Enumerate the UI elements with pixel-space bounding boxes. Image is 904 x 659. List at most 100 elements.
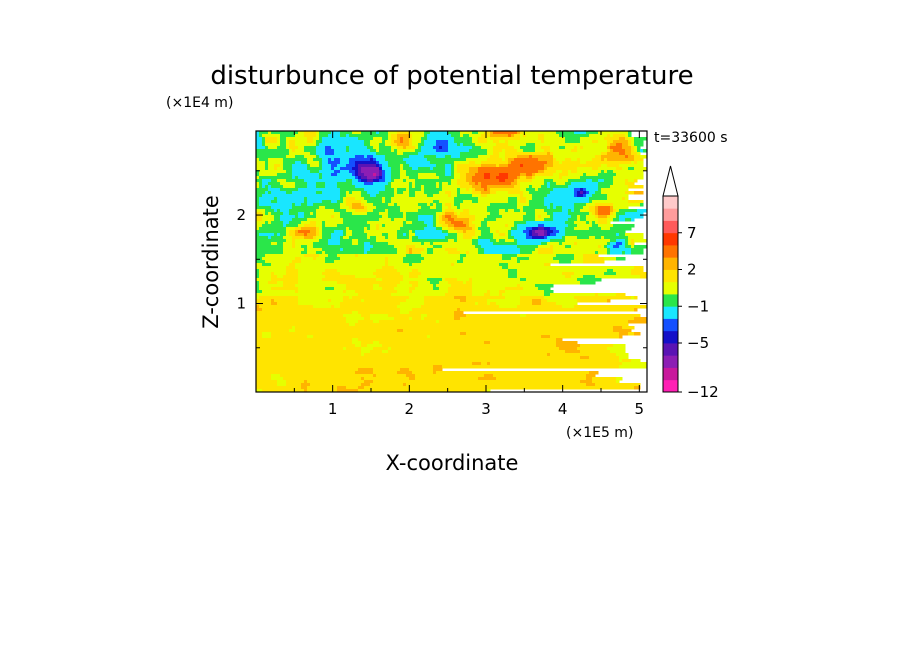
heatmap-cell	[457, 212, 461, 216]
heatmap-cell	[586, 173, 599, 177]
heatmap-cell	[361, 347, 374, 351]
heatmap-cell	[316, 257, 326, 261]
heatmap-cell	[520, 260, 560, 264]
heatmap-cell	[442, 182, 449, 186]
heatmap-cell	[634, 386, 641, 390]
heatmap-cell	[262, 290, 296, 294]
heatmap-cell	[448, 206, 452, 210]
heatmap-cell	[619, 152, 626, 156]
heatmap-cell	[562, 161, 581, 165]
heatmap-cell	[517, 254, 557, 258]
heatmap-cell	[379, 170, 383, 174]
heatmap-cell	[364, 155, 368, 159]
heatmap-cell	[583, 257, 605, 261]
heatmap-cell	[415, 233, 449, 237]
heatmap-cell	[259, 269, 287, 273]
heatmap-cell	[580, 215, 587, 219]
heatmap-cell	[304, 149, 317, 153]
heatmap-cell	[298, 230, 311, 234]
heatmap-cell	[445, 164, 452, 168]
heatmap-cell	[637, 161, 644, 165]
heatmap-cell	[469, 161, 476, 165]
heatmap-cell	[361, 170, 380, 174]
heatmap-cell	[544, 224, 569, 228]
heatmap-cell	[334, 305, 341, 309]
heatmap-cell	[409, 233, 416, 237]
heatmap-cell	[433, 203, 437, 207]
colorbar-tick-label: −12	[687, 383, 719, 401]
heatmap-cell	[553, 245, 566, 249]
heatmap-cell	[457, 236, 464, 240]
heatmap-cell	[436, 164, 446, 168]
heatmap-cell	[634, 308, 638, 312]
heatmap-cell	[256, 242, 272, 246]
heatmap-cell	[397, 284, 413, 288]
heatmap-cell	[328, 239, 341, 243]
heatmap-cell	[535, 146, 542, 150]
heatmap-cell	[448, 149, 470, 153]
heatmap-cell	[259, 203, 293, 207]
heatmap-cell	[607, 146, 611, 150]
heatmap-cell	[538, 188, 554, 192]
heatmap-cell	[328, 242, 341, 246]
heatmap-cell	[553, 161, 560, 165]
heatmap-cell	[442, 146, 449, 150]
heatmap-cell	[613, 326, 623, 330]
heatmap-cell	[520, 182, 545, 186]
heatmap-cell	[286, 155, 296, 159]
heatmap-cell	[616, 215, 620, 219]
heatmap-cell	[352, 296, 410, 300]
heatmap-cell	[610, 185, 629, 189]
heatmap-cell	[331, 146, 347, 150]
heatmap-cell	[295, 185, 308, 189]
heatmap-cell	[634, 239, 647, 243]
heatmap-cell	[619, 356, 629, 360]
heatmap-cell	[295, 326, 614, 330]
heatmap-cell	[433, 287, 440, 291]
heatmap-cell	[400, 173, 407, 177]
heatmap-cell	[523, 164, 545, 168]
heatmap-cell	[346, 203, 353, 207]
heatmap-cell	[304, 215, 317, 219]
heatmap-cell	[433, 368, 443, 372]
heatmap-cell	[505, 296, 521, 300]
heatmap-cell	[394, 188, 398, 192]
heatmap-cell	[580, 350, 611, 354]
heatmap-cell	[316, 149, 326, 153]
heatmap-cell	[373, 245, 395, 249]
heatmap-cell	[268, 212, 272, 216]
heatmap-cell	[490, 341, 557, 345]
heatmap-cell	[304, 146, 317, 150]
heatmap-cell	[322, 161, 329, 165]
heatmap-cell	[256, 263, 263, 267]
heatmap-cell	[502, 257, 512, 261]
heatmap-cell	[406, 251, 410, 255]
heatmap-cell	[307, 161, 320, 165]
heatmap-cell	[574, 203, 587, 207]
heatmap-cell	[262, 179, 272, 183]
heatmap-cell	[373, 347, 389, 351]
heatmap-cell	[277, 197, 305, 201]
heatmap-cell	[634, 158, 644, 162]
heatmap-cell	[457, 239, 473, 243]
heatmap-cell	[256, 203, 260, 207]
heatmap-cell	[334, 209, 347, 213]
heatmap-cell	[256, 200, 260, 204]
heatmap-cell	[268, 182, 281, 186]
heatmap-cell	[466, 332, 620, 336]
heatmap-cell	[478, 137, 488, 141]
heatmap-cell	[466, 281, 473, 285]
heatmap-cell	[409, 191, 416, 195]
heatmap-cell	[442, 215, 446, 219]
heatmap-cell	[499, 140, 506, 144]
heatmap-cell	[613, 209, 617, 213]
heatmap-cell	[355, 176, 359, 180]
heatmap-cell	[643, 149, 647, 153]
heatmap-cell	[343, 314, 362, 318]
heatmap-cell	[256, 221, 266, 225]
heatmap-cell	[502, 158, 506, 162]
heatmap-cell	[454, 137, 473, 141]
heatmap-cell	[361, 131, 377, 135]
heatmap-cell	[463, 260, 518, 264]
heatmap-cell	[505, 140, 509, 144]
